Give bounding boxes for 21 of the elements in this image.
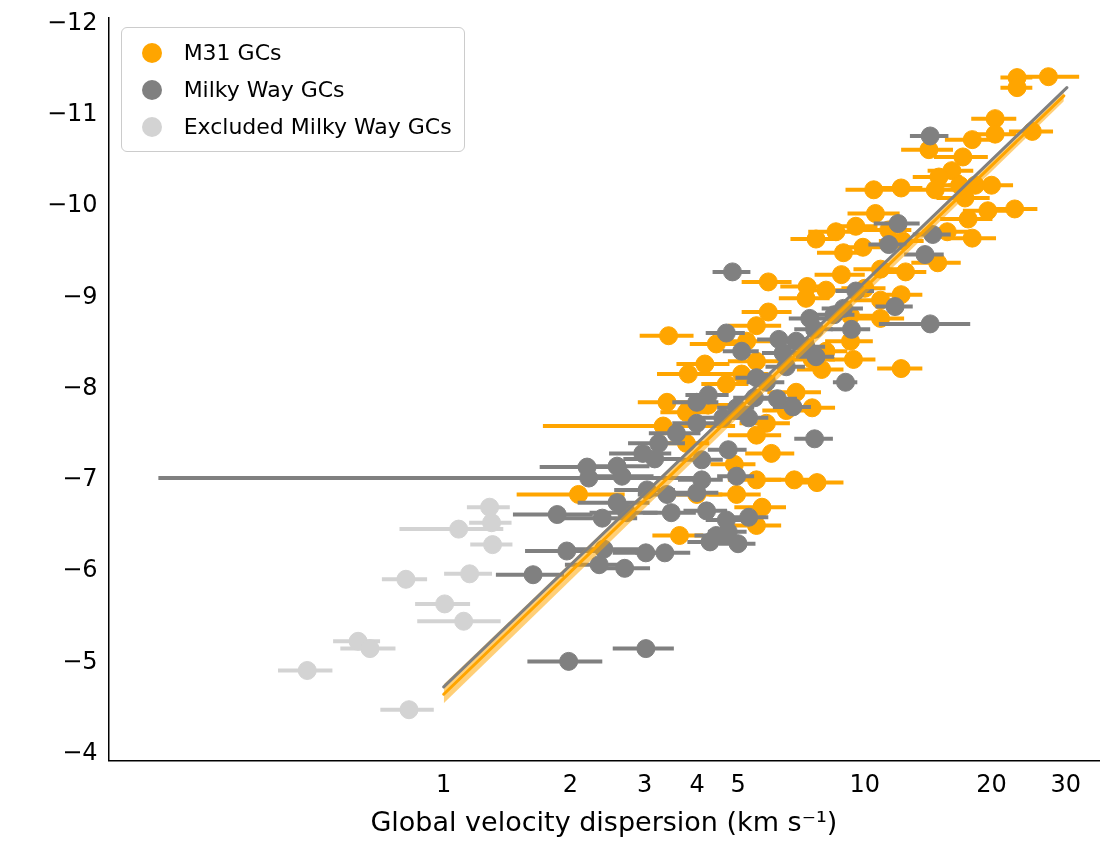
x-axis-title: Global velocity dispersion (km s⁻¹) <box>370 805 838 837</box>
x-tick-label: 5 <box>730 770 746 799</box>
legend-label: Milky Way GCs <box>183 77 345 103</box>
y-tick-label: −8 <box>62 372 98 401</box>
y-tick-label: −11 <box>46 99 98 128</box>
x-tick-label: 10 <box>849 770 881 799</box>
x-tick-label: 2 <box>562 770 579 799</box>
legend-label: M31 GCs <box>183 40 282 66</box>
legend-label: Excluded Milky Way GCs <box>183 114 452 140</box>
y-tick-label: −10 <box>46 190 98 219</box>
x-tick-label: 4 <box>689 770 705 799</box>
x-tick-label: 1 <box>436 770 452 799</box>
y-tick-label: −5 <box>62 646 98 675</box>
y-tick-label: −9 <box>62 281 98 310</box>
x-tick-label: 3 <box>636 770 653 799</box>
y-tick-label: −4 <box>62 737 98 766</box>
y-tick-label: −6 <box>62 555 98 584</box>
x-tick-label: 30 <box>1050 770 1081 799</box>
y-tick-label: −7 <box>62 464 98 493</box>
y-tick-label: −12 <box>46 8 98 37</box>
x-tick-label: 20 <box>976 770 1007 799</box>
